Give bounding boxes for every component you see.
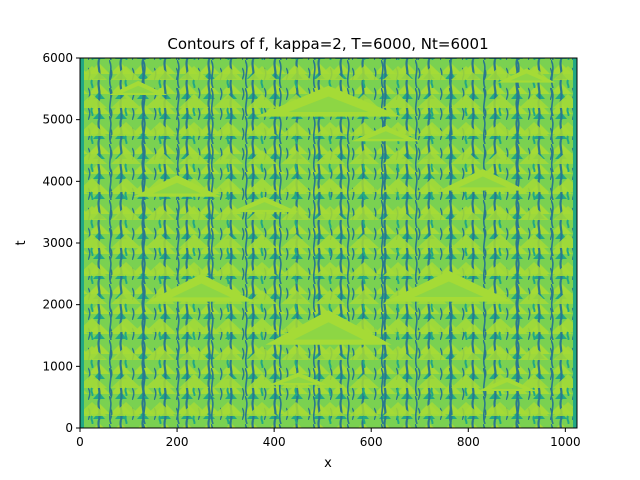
left-edge-band	[80, 58, 84, 428]
y-axis-label: t	[14, 240, 29, 245]
contour-triangle-inner	[367, 131, 405, 139]
y-tick-label: 3000	[42, 236, 73, 250]
cell-texture-overlay	[80, 58, 577, 428]
y-tick-label: 1000	[42, 359, 73, 373]
x-tick-label: 400	[263, 435, 286, 449]
contour-triangle-inner	[122, 85, 155, 93]
contour-triangle-inner	[510, 73, 543, 81]
contour-triangle-inner	[288, 96, 369, 112]
right-edge-band	[573, 58, 577, 428]
chart-title: Contours of f, kappa=2, T=6000, Nt=6001	[167, 35, 488, 53]
contour-triangle-inner	[245, 202, 284, 210]
x-axis: 0 200 400 600 800 1000	[76, 428, 581, 449]
y-tick-label: 0	[65, 421, 73, 435]
contour-triangle-inner	[282, 376, 315, 383]
triangle-layer	[109, 68, 556, 391]
contour-triangle-inner	[491, 382, 524, 389]
y-tick-label: 5000	[42, 113, 73, 127]
contour-triangle-inner	[458, 176, 507, 188]
x-tick-label: 600	[360, 435, 383, 449]
contour-triangle-inner	[153, 182, 202, 194]
x-tick-label: 0	[76, 435, 84, 449]
x-tick-label: 200	[166, 435, 189, 449]
contour-triangle-inner	[414, 281, 484, 297]
x-axis-label: x	[324, 456, 332, 471]
y-tick-label: 6000	[42, 51, 73, 65]
plot-area	[80, 58, 577, 428]
x-tick-label: 800	[457, 435, 480, 449]
x-tick-label: 1000	[550, 435, 581, 449]
y-axis: 0 1000 2000 3000 4000 5000 6000	[42, 51, 80, 435]
y-tick-label: 4000	[42, 174, 73, 188]
contour-triangle-inner	[171, 283, 231, 298]
y-tick-label: 2000	[42, 298, 73, 312]
contour-triangle-inner	[293, 322, 364, 340]
